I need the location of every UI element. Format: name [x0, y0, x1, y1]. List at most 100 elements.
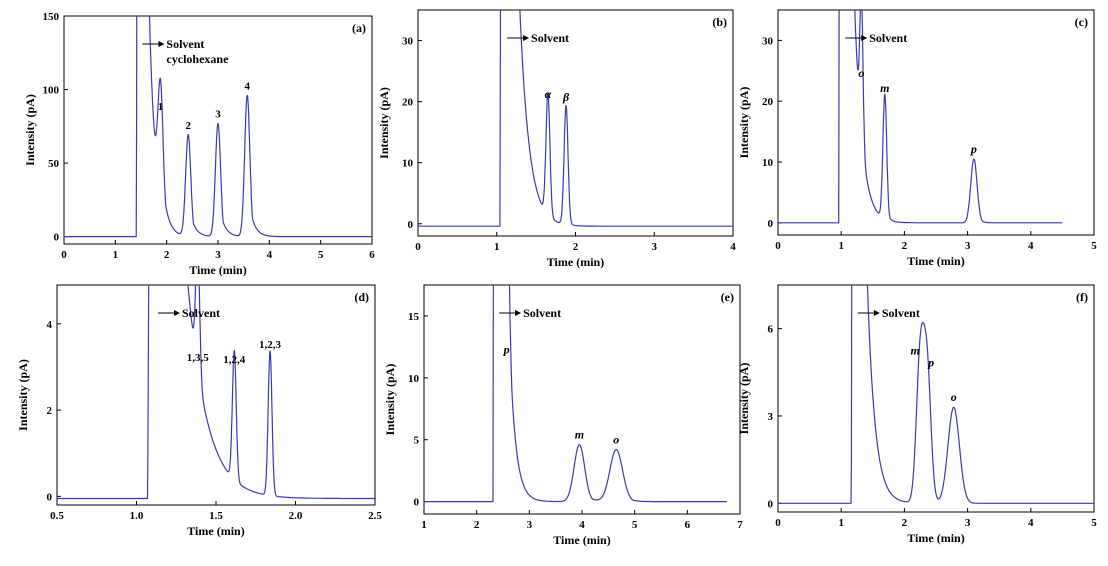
x-axis-label: Time (min) — [553, 533, 610, 547]
x-axis-label: Time (min) — [547, 255, 604, 269]
x-tick-label: 1 — [838, 517, 844, 529]
x-axis-label: Time (min) — [187, 524, 244, 538]
peak-label: 1,2,3 — [259, 339, 282, 351]
peak-label: 1,3,5 — [187, 352, 210, 364]
panel-letter: (e) — [721, 290, 734, 304]
x-tick-label: 1 — [838, 240, 844, 252]
plot-frame — [777, 9, 1095, 236]
y-tick-label: 6 — [768, 324, 774, 336]
y-tick-label: 20 — [402, 97, 414, 109]
peak-label: 4 — [245, 80, 251, 92]
solvent-arrowhead — [515, 310, 522, 316]
x-tick-label: 0 — [415, 241, 421, 253]
x-tick-label: 1 — [113, 249, 119, 261]
x-tick-label: 7 — [737, 519, 743, 531]
x-tick-label: 4 — [1028, 240, 1034, 252]
y-tick-label: 2 — [47, 405, 53, 417]
y-tick-label: 0 — [408, 219, 414, 231]
y-tick-label: 0 — [768, 218, 774, 230]
x-tick-label: 2 — [902, 240, 908, 252]
y-tick-label: 30 — [762, 35, 774, 47]
x-tick-label: 2.5 — [368, 510, 382, 522]
solvent-label: Solvent — [182, 306, 220, 320]
y-tick-label: 10 — [402, 158, 414, 170]
x-tick-label: 3 — [652, 241, 658, 253]
peak-label: m — [880, 81, 889, 95]
x-tick-label: 4 — [1028, 517, 1034, 529]
peak-label: p — [927, 355, 934, 369]
x-tick-label: 3 — [215, 249, 221, 261]
x-tick-label: 1.0 — [130, 510, 144, 522]
chromatogram-trace — [778, 10, 1063, 224]
x-tick-label: 4 — [579, 519, 585, 531]
y-tick-label: 0 — [54, 232, 60, 244]
peak-label: 1,2,4 — [223, 354, 246, 366]
plot-frame — [417, 9, 734, 237]
peak-label: 2 — [185, 120, 191, 132]
solvent-label: Solvent — [523, 306, 561, 320]
y-tick-label: 0 — [768, 498, 774, 510]
x-tick-label: 6 — [685, 519, 691, 531]
chromatogram-trace — [418, 10, 733, 227]
x-tick-label: 4 — [730, 241, 736, 253]
x-tick-label: 1.5 — [209, 510, 223, 522]
solvent-sublabel: cyclohexane — [166, 52, 229, 66]
solvent-label: Solvent — [869, 31, 907, 45]
x-tick-label: 1 — [421, 519, 427, 531]
plot-frame — [423, 284, 741, 515]
peak-label: α — [545, 87, 552, 101]
panel-letter: (d) — [354, 290, 369, 304]
chart-panel-d: 0.5 1.0 1.5 2.0 2.5 0 2 4 Time (min) Intensity (p… — [16, 284, 382, 538]
x-axis-label: Time (min) — [189, 263, 246, 277]
y-tick-label: 30 — [402, 36, 414, 48]
x-tick-label: 0 — [61, 249, 67, 261]
x-axis-label: Time (min) — [907, 531, 964, 545]
solvent-label: Solvent — [882, 306, 920, 320]
plot-frame — [777, 284, 1095, 513]
x-tick-label: 2.0 — [289, 510, 303, 522]
x-tick-label: 2 — [164, 249, 170, 261]
panel-letter: (b) — [712, 15, 727, 29]
x-tick-label: 5 — [1091, 240, 1097, 252]
y-tick-label: 20 — [762, 96, 774, 108]
y-tick-label: 100 — [43, 85, 60, 97]
chromatogram-trace — [778, 285, 1094, 504]
x-tick-label: 5 — [632, 519, 638, 531]
x-tick-label: 2 — [573, 241, 579, 253]
y-axis-label: Intensity (pA) — [737, 87, 751, 159]
y-axis-label: Intensity (pA) — [377, 87, 391, 159]
chromatogram-trace — [424, 285, 728, 503]
peak-label: o — [858, 66, 864, 80]
chromatogram-trace — [57, 285, 375, 500]
peak-label: β — [562, 90, 570, 104]
peak-label: p — [970, 142, 977, 156]
x-tick-label: 3 — [527, 519, 533, 531]
chart-panel-c: 0 1 2 3 4 5 0 10 20 30 Time (min) Intensity (pA) (c)… — [737, 9, 1097, 268]
x-tick-label: 2 — [902, 517, 908, 529]
solvent-arrowhead — [861, 35, 868, 41]
y-axis-label: Intensity (pA) — [737, 363, 751, 435]
y-tick-label: 3 — [768, 411, 774, 423]
y-axis-label: Intensity (pA) — [383, 364, 397, 436]
x-tick-label: 2 — [474, 519, 480, 531]
solvent-arrowhead — [873, 310, 880, 316]
peak-label: 1 — [158, 101, 164, 113]
y-tick-label: 10 — [762, 157, 774, 169]
y-tick-label: 50 — [48, 158, 60, 170]
y-tick-label: 0 — [47, 491, 53, 503]
chromatogram-trace — [64, 16, 372, 238]
x-tick-label: 5 — [1091, 517, 1097, 529]
chart-panel-a: 0 1 2 3 4 5 6 0 50 100 150 Time (min) Intensity (pA)… — [23, 11, 375, 277]
x-tick-label: 1 — [494, 241, 500, 253]
chart-panel-b: 0 1 2 3 4 0 10 20 30 Time (min) Intensity (pA) (b) S… — [377, 9, 736, 269]
y-axis-label: Intensity (pA) — [23, 94, 37, 166]
x-tick-label: 0 — [775, 517, 781, 529]
y-tick-label: 0 — [414, 497, 420, 509]
y-tick-label: 150 — [43, 11, 60, 23]
chart-panel-f: 0 1 2 3 4 5 0 3 6 Time (min) Intensity (pA) (f) Solv… — [737, 284, 1097, 545]
chart-panel-e: 1 2 3 4 5 6 7 0 5 10 15 Time (min) Intensity (pA) (e)… — [383, 284, 743, 547]
x-tick-label: 4 — [267, 249, 273, 261]
peak-label: m — [575, 428, 584, 442]
plot-frame — [63, 15, 373, 245]
